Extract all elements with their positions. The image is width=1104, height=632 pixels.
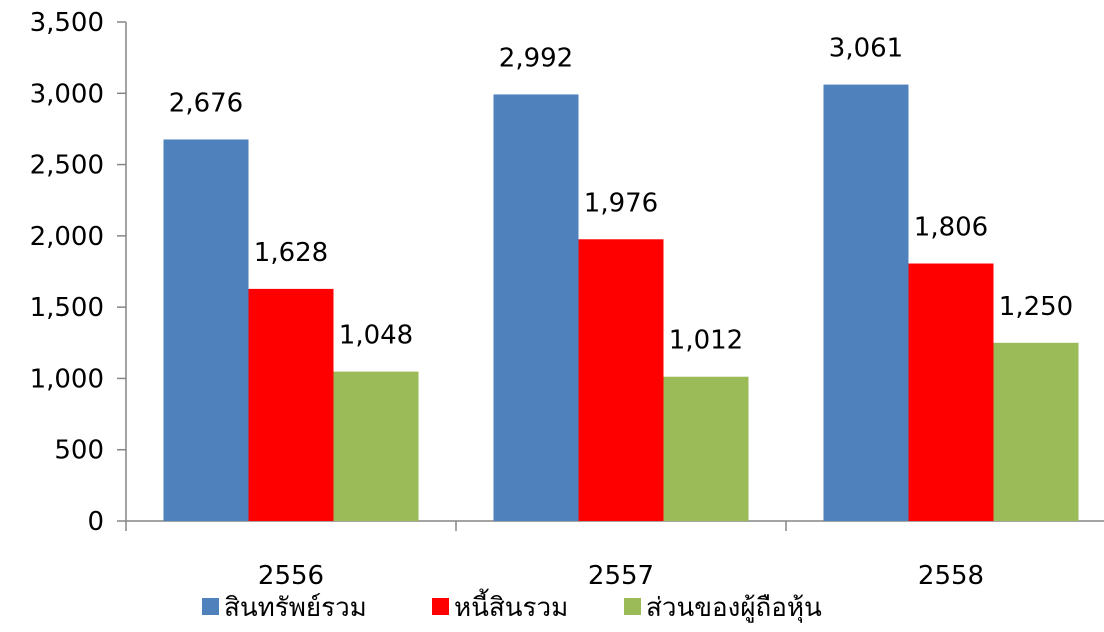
bar: [823, 84, 909, 521]
data-label: 3,061: [829, 34, 903, 64]
data-label: 1,048: [339, 321, 413, 351]
legend-item: สินทรัพย์รวม: [202, 593, 367, 623]
legend: สินทรัพย์รวม หนี้สินรวม ส่วนของผู้ถือหุ้น: [202, 588, 822, 623]
x-tick-label: 2558: [918, 561, 984, 591]
legend-label: สินทรัพย์รวม: [224, 593, 367, 623]
bar: [248, 288, 334, 521]
y-axis: 0 500 1,000 1,500 2,000 2,500 3,000 3,500: [30, 8, 127, 537]
data-label: 1,012: [669, 326, 743, 356]
x-axis: 2556 2557 2558: [125, 520, 1104, 591]
y-tick-label: 3,500: [30, 8, 104, 38]
data-label: 2,992: [499, 43, 573, 73]
bar: [493, 94, 579, 522]
x-tick-label: 2557: [588, 561, 654, 591]
bars: [163, 84, 1079, 522]
data-label: 1,806: [914, 213, 988, 243]
y-tick-label: 0: [87, 507, 104, 537]
bar: [578, 239, 664, 521]
bar: [908, 263, 994, 521]
bar: [163, 139, 249, 521]
legend-label: หนี้สินรวม: [454, 588, 568, 623]
data-labels: 2,676 1,628 1,048 2,992 1,976 1,012 3,061 1,806…: [169, 34, 1073, 356]
legend-swatch: [624, 598, 641, 615]
y-tick-label: 500: [54, 436, 104, 466]
y-tick-label: 3,000: [30, 79, 104, 109]
bar: [663, 376, 749, 521]
y-tick-label: 2,000: [30, 222, 104, 252]
y-tick-label: 1,000: [30, 364, 104, 394]
legend-swatch: [432, 598, 449, 615]
data-label: 1,250: [999, 292, 1073, 322]
data-label: 2,676: [169, 88, 243, 118]
data-label: 1,628: [254, 238, 328, 268]
bar: [993, 342, 1079, 521]
legend-label: ส่วนของผู้ถือหุ้น: [646, 593, 822, 623]
legend-swatch: [202, 598, 219, 615]
y-tick-label: 2,500: [30, 151, 104, 181]
legend-item: หนี้สินรวม: [432, 588, 568, 623]
bar: [333, 371, 419, 521]
y-tick-label: 1,500: [30, 293, 104, 323]
data-label: 1,976: [584, 188, 658, 218]
legend-item: ส่วนของผู้ถือหุ้น: [624, 593, 822, 623]
x-tick-label: 2556: [258, 561, 324, 591]
